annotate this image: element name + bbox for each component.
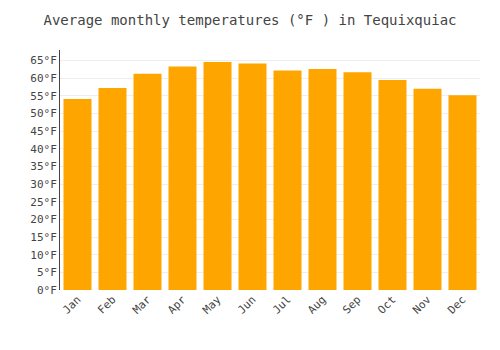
svg-text:Nov: Nov [410, 293, 434, 317]
svg-text:45°F: 45°F [30, 125, 57, 138]
svg-text:Apr: Apr [165, 293, 189, 317]
svg-text:Mar: Mar [130, 293, 154, 317]
svg-text:25°F: 25°F [30, 196, 57, 209]
svg-text:Feb: Feb [95, 293, 118, 316]
svg-text:Jan: Jan [60, 293, 83, 316]
svg-text:65°F: 65°F [30, 54, 57, 67]
svg-text:50°F: 50°F [30, 107, 57, 120]
svg-text:Oct: Oct [375, 293, 398, 316]
svg-text:Jun: Jun [235, 293, 258, 316]
svg-text:30°F: 30°F [30, 178, 57, 191]
svg-text:Average monthly temperatures (: Average monthly temperatures (°F ) in Te… [43, 12, 456, 28]
svg-text:60°F: 60°F [30, 72, 57, 85]
svg-text:40°F: 40°F [30, 143, 57, 156]
svg-text:20°F: 20°F [30, 213, 57, 226]
svg-text:Sep: Sep [340, 293, 363, 316]
svg-text:Dec: Dec [445, 293, 468, 316]
svg-text:Jul: Jul [270, 293, 293, 316]
svg-text:15°F: 15°F [30, 231, 57, 244]
svg-text:May: May [200, 293, 224, 317]
svg-text:55°F: 55°F [30, 90, 57, 103]
svg-text:0°F: 0°F [37, 284, 57, 297]
svg-text:10°F: 10°F [30, 249, 57, 262]
svg-text:Aug: Aug [305, 293, 328, 316]
svg-text:5°F: 5°F [37, 266, 57, 279]
svg-text:35°F: 35°F [30, 160, 57, 173]
